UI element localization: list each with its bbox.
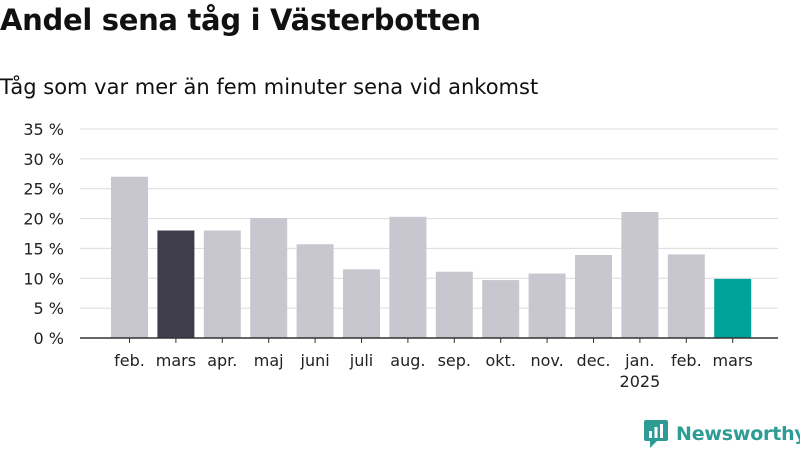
newsworthy-logo: Newsworthy — [644, 420, 800, 448]
x-tick-label: juni — [300, 351, 330, 370]
bar — [203, 230, 241, 338]
x-tick-label: aug. — [390, 351, 425, 370]
chart-subtitle: Tåg som var mer än fem minuter sena vid … — [0, 75, 539, 99]
bar — [528, 273, 566, 338]
x-tick-label: dec. — [577, 351, 611, 370]
y-tick-label: 25 % — [23, 180, 64, 199]
x-tick-label: mars — [156, 351, 196, 370]
y-tick-label: 30 % — [23, 150, 64, 169]
bar — [667, 254, 705, 338]
x-tick-label: maj — [254, 351, 284, 370]
x-tick-sublabel: 2025 — [620, 372, 661, 391]
y-tick-label: 5 % — [34, 299, 64, 318]
y-tick-label: 20 % — [23, 210, 64, 229]
bar — [157, 230, 195, 338]
y-tick-label: 0 % — [34, 329, 64, 348]
y-tick-label: 15 % — [23, 239, 64, 258]
x-tick-label: okt. — [485, 351, 515, 370]
bar — [621, 212, 659, 338]
y-tick-label: 10 % — [23, 269, 64, 288]
bar — [435, 271, 473, 338]
y-tick-label: 35 % — [23, 120, 64, 139]
x-tick-label: juli — [349, 351, 373, 370]
x-tick-label: sep. — [438, 351, 471, 370]
x-tick-label: jan. — [624, 351, 654, 370]
chart-title: Andel sena tåg i Västerbotten — [0, 3, 481, 37]
x-tick-label: nov. — [530, 351, 563, 370]
bar — [714, 278, 752, 338]
bar — [482, 280, 520, 338]
bar — [389, 216, 427, 338]
newsworthy-logo-icon — [644, 420, 668, 448]
x-tick-label: mars — [713, 351, 753, 370]
bar — [250, 217, 288, 338]
bar — [575, 254, 612, 338]
x-tick-label: feb. — [114, 351, 145, 370]
bar — [296, 244, 334, 338]
bar — [343, 269, 380, 338]
bar — [111, 176, 148, 338]
x-tick-label: apr. — [207, 351, 237, 370]
newsworthy-logo-text: Newsworthy — [676, 423, 800, 445]
x-tick-label: feb. — [671, 351, 702, 370]
